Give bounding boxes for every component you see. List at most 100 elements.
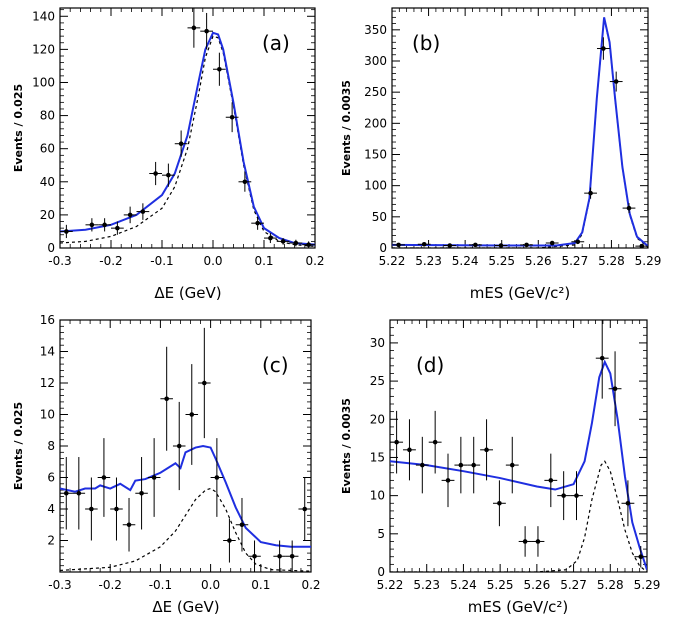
y-tick-label: 20 bbox=[40, 208, 55, 222]
data-point bbox=[213, 52, 226, 86]
data-marker bbox=[625, 500, 631, 506]
data-point bbox=[595, 320, 609, 399]
data-marker bbox=[509, 462, 515, 468]
y-axis-label: Events / 0.0035 bbox=[340, 80, 353, 176]
data-marker bbox=[601, 46, 606, 51]
data-point bbox=[302, 241, 315, 248]
data-point bbox=[264, 233, 277, 244]
x-tick-label: 5.29 bbox=[635, 254, 662, 268]
y-tick-label: 5 bbox=[377, 527, 385, 541]
data-marker bbox=[101, 475, 107, 480]
data-marker bbox=[64, 229, 69, 234]
plot-area bbox=[392, 17, 648, 248]
plot-area bbox=[60, 8, 315, 248]
panel-label: (a) bbox=[262, 31, 290, 55]
data-marker bbox=[306, 242, 311, 247]
data-point bbox=[557, 471, 571, 521]
x-tick-label: 5.25 bbox=[487, 578, 514, 592]
data-marker bbox=[202, 380, 207, 386]
data-point bbox=[149, 161, 162, 186]
data-point bbox=[60, 224, 73, 239]
y-tick-label: 300 bbox=[364, 54, 387, 68]
y-tick-label: 100 bbox=[364, 179, 387, 193]
data-point bbox=[198, 327, 211, 439]
data-point bbox=[223, 518, 236, 563]
data-point bbox=[187, 8, 201, 48]
data-point bbox=[390, 410, 404, 474]
data-marker bbox=[164, 396, 169, 402]
data-point bbox=[60, 457, 73, 530]
data-marker bbox=[204, 28, 209, 34]
x-tick-label: 5.29 bbox=[634, 578, 661, 592]
data-marker bbox=[599, 355, 605, 361]
x-tick-label: 5.28 bbox=[598, 254, 625, 268]
y-tick-label: 0 bbox=[379, 241, 387, 255]
signal-curve bbox=[390, 460, 647, 572]
data-point bbox=[210, 438, 224, 517]
data-point bbox=[415, 436, 429, 494]
x-tick-label: 5.23 bbox=[413, 578, 440, 592]
data-point bbox=[289, 239, 303, 247]
y-tick-label: 350 bbox=[364, 23, 387, 37]
y-tick-label: 60 bbox=[40, 142, 55, 156]
data-marker bbox=[63, 490, 69, 496]
y-tick-label: 100 bbox=[32, 75, 55, 89]
data-marker bbox=[127, 212, 133, 218]
x-tick-label: 5.26 bbox=[525, 254, 552, 268]
data-point bbox=[417, 241, 431, 247]
data-point bbox=[635, 243, 648, 248]
data-point bbox=[454, 436, 468, 494]
y-axis-label: Events / 0.0035 bbox=[340, 398, 353, 494]
data-marker bbox=[102, 222, 107, 228]
data-marker bbox=[471, 462, 477, 468]
x-tick-label: 5.28 bbox=[597, 578, 624, 592]
data-point bbox=[248, 540, 261, 572]
data-point bbox=[85, 477, 98, 541]
data-marker bbox=[497, 500, 502, 506]
x-tick-label: 0.1 bbox=[254, 254, 273, 268]
data-marker bbox=[396, 242, 401, 248]
fit-curve bbox=[60, 444, 311, 548]
y-tick-label: 150 bbox=[364, 147, 387, 161]
data-point bbox=[238, 171, 252, 192]
data-marker bbox=[114, 506, 119, 512]
data-point bbox=[147, 438, 161, 517]
data-point bbox=[608, 351, 622, 427]
data-marker bbox=[151, 475, 157, 480]
panel-label: (d) bbox=[416, 353, 444, 377]
signal-curve bbox=[60, 35, 315, 247]
data-marker bbox=[549, 240, 555, 246]
x-tick-label: -0.2 bbox=[98, 578, 121, 592]
data-point bbox=[531, 526, 545, 557]
data-marker bbox=[214, 475, 220, 480]
data-point bbox=[392, 242, 405, 248]
data-point bbox=[110, 477, 123, 541]
data-marker bbox=[153, 171, 158, 176]
panel-c: -0.3 -0.2 -0.1 0.0 0.1 0.2 2 4 6 8 10 12 14 16 (c) ΔE (… bbox=[12, 313, 321, 616]
data-marker bbox=[420, 462, 425, 468]
data-point bbox=[480, 419, 493, 481]
data-marker bbox=[191, 25, 197, 31]
y-axis-label: Events / 0.025 bbox=[12, 84, 25, 172]
plot-frame bbox=[59, 7, 316, 249]
x-axis-label: ΔE (GeV) bbox=[152, 598, 219, 616]
y-tick-label: 25 bbox=[370, 374, 385, 388]
data-marker bbox=[227, 538, 232, 543]
data-marker bbox=[252, 553, 257, 559]
data-point bbox=[544, 453, 558, 508]
data-marker bbox=[255, 220, 260, 226]
data-point bbox=[225, 102, 239, 133]
data-marker bbox=[89, 506, 94, 512]
y-axis-label: Events / 0.025 bbox=[12, 402, 25, 490]
x-tick-label: 5.25 bbox=[488, 254, 515, 268]
data-point bbox=[505, 436, 519, 494]
data-point bbox=[571, 239, 585, 245]
y-tick-label: 140 bbox=[32, 9, 55, 23]
y-tick-label: 50 bbox=[372, 210, 387, 224]
data-point bbox=[160, 346, 173, 451]
data-marker bbox=[638, 554, 644, 560]
y-tick-label: 10 bbox=[370, 489, 385, 503]
x-tick-label: 0.0 bbox=[201, 578, 220, 592]
data-point bbox=[135, 457, 148, 530]
y-tick-label: 200 bbox=[364, 116, 387, 130]
